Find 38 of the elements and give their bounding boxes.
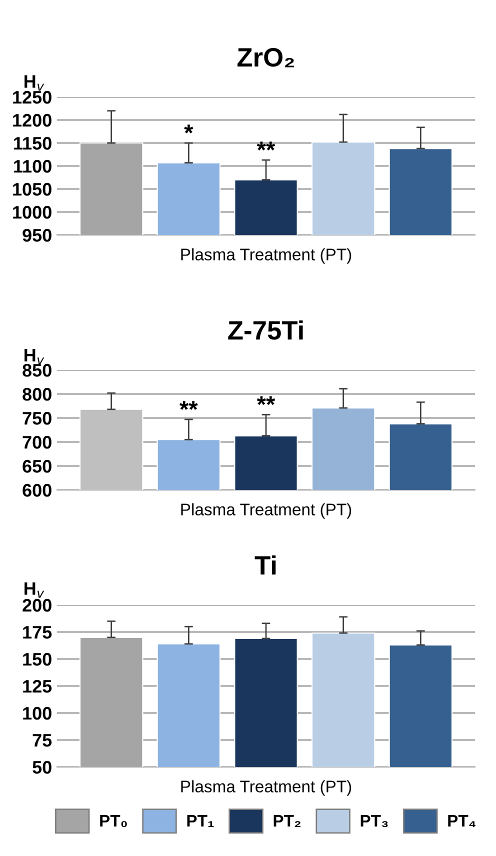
chart-title: Ti — [254, 555, 276, 574]
y-tick-label: 600 — [22, 484, 52, 497]
y-tick-label: 800 — [22, 388, 52, 401]
y-tick-label: 700 — [22, 436, 52, 449]
data-label: * — [184, 124, 194, 134]
y-tick-label: 650 — [22, 460, 52, 473]
y-tick-label: 1200 — [13, 114, 52, 127]
legend-label: PT₂ — [274, 815, 301, 827]
x-axis-title: Plasma Treatment (PT) — [181, 780, 352, 796]
y-tick-label: 50 — [32, 760, 52, 774]
data-label: ** — [180, 401, 198, 410]
y-axis-title: H$_{v}$ — [24, 75, 44, 91]
data-label: ** — [256, 396, 276, 406]
data-label: ** — [256, 142, 276, 150]
y-axis-title: H$_{v}$ — [24, 582, 44, 598]
y-tick-label: 850 — [22, 364, 52, 377]
x-axis-title: Plasma Treatment (PT) — [181, 248, 352, 264]
y-tick-label: 1150 — [14, 136, 52, 150]
y-tick-label: 1000 — [13, 206, 52, 219]
y-tick-label: 1050 — [13, 182, 52, 196]
y-tick-label: 150 — [23, 652, 52, 666]
y-tick-label: 750 — [22, 412, 52, 425]
x-axis-title: Plasma Treatment (PT) — [181, 503, 352, 519]
chart-title: Z-75Ti — [228, 320, 303, 340]
y-tick-label: 1100 — [14, 160, 52, 173]
y-tick-label: 200 — [22, 598, 52, 612]
y-tick-label: 125 — [23, 680, 52, 693]
y-tick-label: 950 — [22, 228, 52, 242]
y-tick-label: 1250 — [13, 90, 52, 104]
legend-label: PT₄ — [448, 815, 476, 827]
legend-label: PT₃ — [360, 815, 388, 828]
legend-label: PT₁ — [187, 815, 214, 827]
chart-title: ZrO₂ — [237, 48, 294, 68]
legend-label: PT₀ — [100, 815, 127, 828]
y-tick-label: 175 — [23, 626, 52, 639]
y-tick-label: 100 — [23, 706, 52, 720]
y-tick-label: 75 — [32, 734, 52, 747]
y-axis-title: H$_{v}$ — [24, 348, 44, 364]
